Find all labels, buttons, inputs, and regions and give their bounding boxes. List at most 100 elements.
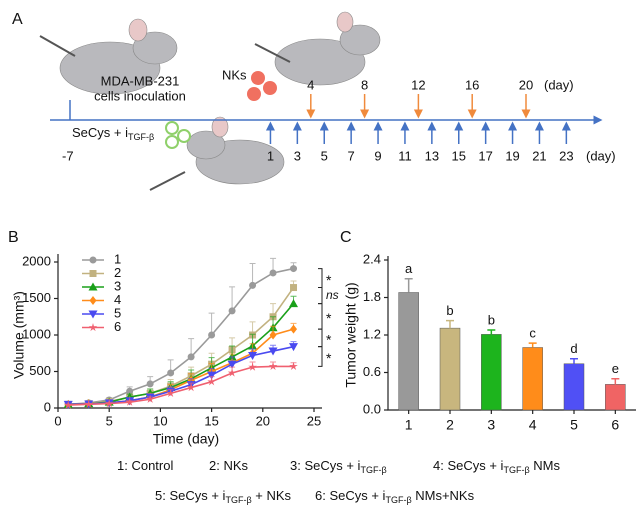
- nk-day: 16: [465, 77, 479, 92]
- legend-text: 5: SeCys + i: [155, 488, 226, 503]
- marker: [248, 351, 258, 360]
- x-tick-label: 5: [106, 413, 113, 428]
- y-axis-label: Volume (mm³): [11, 291, 27, 379]
- marker: [84, 399, 93, 408]
- drug-particles: [165, 121, 191, 149]
- legend-sub: TGF-β: [225, 495, 251, 505]
- x-tick-label: 1: [405, 417, 413, 433]
- marker: [207, 377, 216, 386]
- marker: [167, 369, 175, 377]
- inoculation: cells inoculation: [94, 88, 186, 103]
- error-bar: [487, 329, 496, 335]
- treat-day: 7: [348, 148, 355, 163]
- y-tick-label: 500: [29, 363, 51, 378]
- axes: [387, 256, 636, 411]
- marker: [207, 371, 217, 380]
- y-tick-label: 2.4: [363, 251, 381, 266]
- y-tick-label: 2000: [22, 253, 51, 268]
- inoculation: MDA-MB-231: [101, 73, 180, 88]
- marker: [63, 400, 73, 409]
- x-tick-label: 3: [487, 417, 495, 433]
- significance: *: [326, 272, 332, 288]
- legend-sub: TGF-β: [503, 465, 529, 475]
- x-tick-label: 15: [204, 413, 218, 428]
- marker: [268, 347, 278, 356]
- marker: [146, 380, 154, 388]
- marker: [289, 361, 298, 371]
- marker: [208, 331, 216, 339]
- legend-entry: 3: SeCys + iTGF-β: [290, 458, 387, 475]
- nk-day: 12: [411, 77, 425, 92]
- treat-day: 17: [478, 148, 492, 163]
- nk-day: 8: [361, 77, 368, 92]
- error-bar: [446, 319, 454, 329]
- x-tick-label: 4: [529, 417, 537, 433]
- bracket: [318, 328, 323, 348]
- mouse-illustration: [59, 11, 381, 185]
- x-tick-label: 20: [256, 413, 270, 428]
- nk-day: 4: [307, 77, 314, 92]
- significance: *: [326, 310, 332, 326]
- marker: [249, 281, 257, 289]
- marker: [89, 256, 97, 264]
- marker: [187, 353, 195, 361]
- marker: [269, 269, 277, 277]
- y-tick-label: 0.0: [363, 401, 381, 416]
- x-axis-label: Time (day): [153, 431, 219, 447]
- panel-label: B: [8, 229, 19, 246]
- bar: [522, 347, 543, 411]
- marker: [125, 397, 134, 406]
- series-line: [68, 365, 294, 406]
- x-tick-label: 10: [153, 413, 167, 428]
- treat-day: 3: [294, 148, 301, 163]
- treatment-sub: TGF-β: [128, 132, 154, 142]
- treat-day: 1: [267, 148, 274, 163]
- marker: [88, 282, 98, 291]
- x-tick-label: 5: [570, 417, 578, 433]
- start-day: -7: [62, 148, 74, 163]
- y-axis-label: Tumor weight (g): [343, 282, 359, 387]
- legend-label: 4: [114, 292, 121, 307]
- nk-cells: [247, 71, 277, 101]
- legend-label: 1: [114, 251, 121, 266]
- marker: [104, 399, 114, 408]
- legend-label: 3: [114, 278, 121, 293]
- y-tick-label: 0: [44, 399, 51, 414]
- legend-label: 2: [114, 265, 121, 280]
- marker: [186, 383, 196, 392]
- significance-letter: b: [488, 312, 495, 327]
- x-tick-label: 2: [446, 417, 454, 433]
- marker: [227, 368, 237, 377]
- treat-day: 21: [532, 148, 546, 163]
- marker: [269, 330, 277, 340]
- legend-entry: 2: NKs: [209, 458, 249, 473]
- treat-day: 19: [505, 148, 519, 163]
- bracket: [318, 268, 323, 289]
- nk-label: NKs: [222, 67, 247, 82]
- marker: [268, 361, 278, 371]
- day-unit: (day): [544, 77, 574, 92]
- bracket: [318, 346, 323, 367]
- bar: [481, 334, 502, 411]
- y-tick-label: 1500: [22, 290, 51, 305]
- y-tick-label: 1000: [22, 326, 51, 341]
- bracket: [318, 287, 323, 305]
- legend-sub: TGF-β: [360, 465, 386, 475]
- x-tick-label: 25: [307, 413, 321, 428]
- syringe: [39, 35, 291, 191]
- legend-text: 6: SeCys + i: [315, 488, 386, 503]
- x-tick-label: 6: [611, 417, 619, 433]
- marker: [290, 324, 298, 334]
- day-unit: (day): [586, 148, 616, 163]
- legend-tail: + NKs: [252, 488, 292, 503]
- legend-tail: NMs: [530, 458, 561, 473]
- legend-text: 1: Control: [117, 458, 173, 473]
- y-tick-label: 1.8: [363, 289, 381, 304]
- marker: [248, 362, 257, 371]
- error-bar: [208, 312, 215, 335]
- significance-letter: c: [529, 326, 536, 341]
- treat-day: 5: [321, 148, 328, 163]
- x-tick-label: 0: [54, 413, 61, 428]
- significance-letter: e: [612, 361, 619, 376]
